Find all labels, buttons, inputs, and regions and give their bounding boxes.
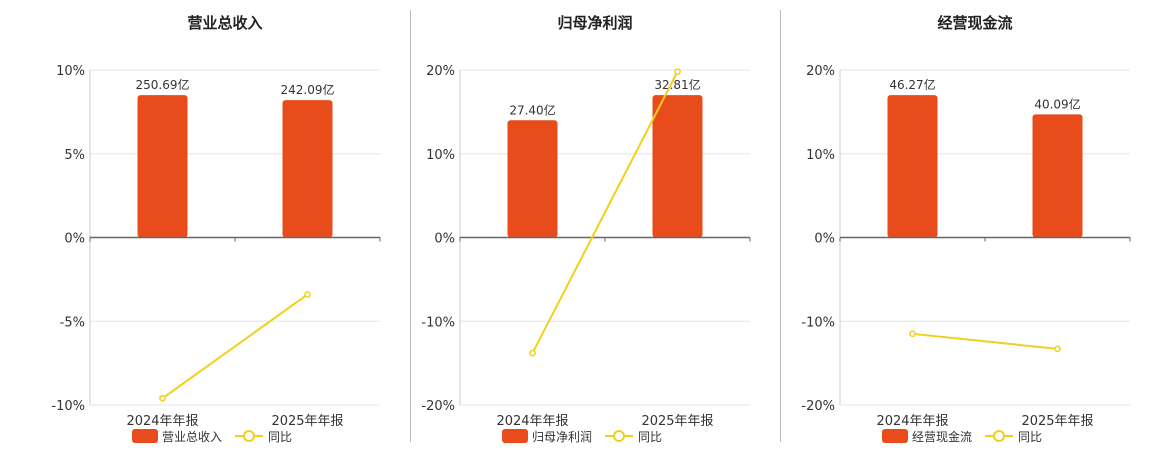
x-category-label: 2024年年报 <box>496 414 568 429</box>
bar <box>137 95 188 238</box>
bar <box>652 95 703 238</box>
y-tick-label: -20% <box>801 399 835 414</box>
legend-swatch-point <box>243 430 255 442</box>
y-tick-label: 5% <box>64 148 85 163</box>
chart-panel-cashflow: 经营现金流 20% 10% 0% -10% -20% 46.27亿 40.09亿 2024年年报… <box>740 0 1160 450</box>
x-category-label: 2024年年报 <box>126 414 198 429</box>
yoy-line <box>912 332 1058 350</box>
y-tick-label: 0% <box>64 232 85 247</box>
bar <box>887 95 938 238</box>
legend-label-bar: 经营现金流 <box>912 429 972 444</box>
x-category-label: 2025年年报 <box>641 414 713 429</box>
bar-value-label: 27.40亿 <box>509 102 555 117</box>
legend-swatch-bar <box>502 429 528 443</box>
x-category-label: 2025年年报 <box>1021 414 1093 429</box>
yoy-line <box>161 293 309 400</box>
y-tick-label: -10% <box>801 315 835 330</box>
yoy-line <box>531 71 679 354</box>
y-tick-label: -20% <box>421 399 455 414</box>
chart-panel-net-profit: 归母净利润 20% 10% 0% -10% -20% 27.40亿 32.81亿 2024年年报… <box>370 0 751 450</box>
bar-value-label: 242.09亿 <box>281 82 335 97</box>
y-tick-label: -10% <box>51 399 85 414</box>
x-category-label: 2024年年报 <box>876 414 948 429</box>
y-tick-label: -5% <box>60 315 85 330</box>
yoy-point <box>529 349 536 357</box>
y-tick-label: 20% <box>426 64 455 79</box>
bar <box>507 120 558 238</box>
panel-divider <box>780 10 781 442</box>
x-category-label: 2025年年报 <box>271 414 343 429</box>
chart-panel-revenue: 营业总收入 10% 5% 0% -5% -10% 250.69亿 242.09亿 2024年年报… <box>0 0 381 450</box>
legend-swatch-bar <box>132 429 158 443</box>
y-tick-label: 0% <box>814 232 835 247</box>
y-tick-label: 10% <box>806 148 835 163</box>
y-tick-label: 20% <box>806 64 835 79</box>
bar <box>282 100 333 238</box>
bar <box>1032 114 1083 238</box>
y-tick-label: -10% <box>421 315 455 330</box>
chart-svg-net-profit: 归母净利润 20% 10% 0% -10% -20% 27.40亿 32.81亿 2024年年报… <box>421 14 751 444</box>
y-tick-label: 10% <box>426 148 455 163</box>
legend-label-line: 同比 <box>1018 430 1042 444</box>
bar-value-label: 32.81亿 <box>654 77 700 92</box>
yoy-point <box>909 330 916 338</box>
legend-label-line: 同比 <box>268 430 292 444</box>
bar-value-label: 40.09亿 <box>1034 96 1080 111</box>
bar-value-label: 46.27亿 <box>889 77 935 92</box>
chart-title: 归母净利润 <box>557 14 632 32</box>
bar-value-label: 250.69亿 <box>136 77 190 92</box>
chart-svg-revenue: 营业总收入 10% 5% 0% -5% -10% 250.69亿 242.09亿 2024年年报… <box>51 14 381 444</box>
legend-label-line: 同比 <box>638 430 662 444</box>
legend-label-bar: 营业总收入 <box>162 430 222 444</box>
panel-divider <box>410 10 411 442</box>
legend-swatch-bar <box>882 429 908 443</box>
legend-swatch-point <box>993 430 1005 442</box>
yoy-point <box>304 291 311 298</box>
yoy-point <box>674 68 681 76</box>
y-tick-label: 0% <box>434 232 455 247</box>
legend-swatch-point <box>613 430 625 442</box>
yoy-point <box>1054 345 1061 353</box>
yoy-point <box>159 394 166 402</box>
chart-svg-cashflow: 经营现金流 20% 10% 0% -10% -20% 46.27亿 40.09亿 2024年年报… <box>801 14 1131 444</box>
y-tick-label: 10% <box>56 64 85 79</box>
chart-title: 经营现金流 <box>937 14 1012 32</box>
legend-label-bar: 归母净利润 <box>532 430 592 444</box>
chart-title: 营业总收入 <box>187 14 262 32</box>
